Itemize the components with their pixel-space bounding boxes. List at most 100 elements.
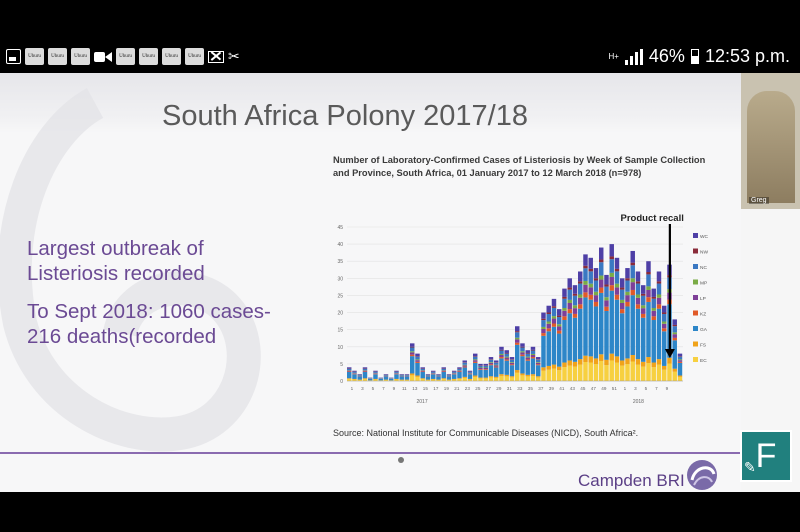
bar-segment-mp [641,305,646,309]
bar-segment-nc [399,374,404,376]
legend-swatch-nc [693,264,698,269]
bar-segment-ga [362,371,368,379]
bar-segment-ec [415,376,420,381]
bar-segment-ga [614,299,620,357]
participant-video-tile[interactable]: Greg [741,73,800,209]
bar-segment-kz [641,313,646,318]
bar-segment-lp [520,352,525,355]
app-notification-icon: Uhuru [139,48,158,65]
bar-segment-mp [630,278,635,283]
bar-segment-kz [520,354,525,357]
bar-segment-lp [499,354,504,358]
bar-segment-wc [536,357,541,360]
bar-segment-nc [541,320,546,327]
bar-segment-nc [609,259,614,273]
bar-segment-kz [462,366,467,368]
bar-segment-ga [499,358,504,375]
bar-segment-kz [457,371,462,372]
bar-segment-fs [462,376,467,378]
bar-segment-fs [567,360,572,366]
bar-segment-nw [651,296,656,299]
y-tick-label: 20 [337,311,343,317]
bar-segment-nw [609,256,614,260]
bar-segment-wc [347,367,352,369]
bar-segment-ec [551,368,557,381]
bar-segment-wc [399,374,404,375]
floating-f-button[interactable]: F ✎ [740,430,792,482]
bar-segment-ga [509,365,515,377]
bar-segment-wc [546,305,551,313]
bar-segment-fs [373,378,378,380]
bar-segment-ec [352,379,357,381]
bar-segment-lp [562,310,567,317]
bar-segment-nc [352,371,357,373]
bar-segment-mp [483,367,488,368]
legend-swatch-lp [693,295,698,300]
x-tick-label: 39 [549,386,555,391]
bar-segment-wc [541,312,546,319]
bar-segment-ec [410,375,415,381]
bar-segment-fs [352,378,357,380]
bar-segment-ec [541,370,546,381]
bar-segment-kz [583,292,588,298]
bar-segment-mp [635,294,641,298]
bar-segment-mp [662,321,667,324]
bar-segment-kz [651,316,656,321]
bar-segment-kz [499,357,504,359]
bar-segment-wc [457,367,462,369]
network-type-icon: H+ [608,52,619,61]
bar-segment-ga [478,369,483,378]
bar-segment-wc [373,370,378,372]
app-notification-icon: Uhuru [162,48,181,65]
bar-segment-fs [488,376,494,378]
legend-swatch-mp [693,279,698,285]
bar-segment-wc [467,370,473,372]
bar-segment-nc [394,371,399,373]
x-tick-label: 9 [666,386,669,391]
bar-segment-wc [572,285,578,294]
bar-segment-ec [473,376,478,381]
bar-segment-ec [530,375,536,381]
bar-segment-fs [525,374,530,377]
bar-segment-lp [635,297,641,305]
bar-segment-nw [641,293,646,296]
bar-segment-nw [530,349,536,351]
bar-segment-ga [383,376,389,380]
bar-segment-nw [473,356,478,357]
bar-segment-nw [604,284,609,287]
bar-segment-ga [504,360,509,375]
bar-segment-ga [525,360,530,375]
bar-segment-ec [483,378,488,381]
bar-segment-nc [473,356,478,360]
bar-segment-nw [541,318,546,321]
bar-segment-ga [373,374,378,379]
bar-segment-nc [567,289,572,300]
bar-segment-lp [614,287,620,295]
bar-segment-ec [347,378,352,381]
bar-segment-kz [614,294,620,300]
bar-segment-nc [431,371,436,373]
bar-segment-mp [530,353,536,355]
slide-indicator-dot[interactable] [398,457,404,463]
bar-segment-wc [420,367,425,369]
bar-segment-kz [630,289,635,296]
bar-segment-lp [509,362,515,365]
bar-segment-ec [588,362,593,381]
bar-segment-ga [630,295,635,355]
bar-segment-nc [462,362,467,365]
bar-segment-fs [504,374,509,377]
x-tick-label: 7 [655,386,658,391]
bar-segment-lp [494,365,499,367]
bar-segment-fs [656,359,662,365]
bar-segment-wc [599,247,604,260]
bar-segment-ga [672,340,677,369]
bar-segment-ga [467,374,473,379]
bar-segment-ec [425,379,431,381]
app-notification-icon: Uhuru [48,48,67,65]
bar-segment-nc [478,365,483,368]
bar-segment-wc [483,363,488,366]
bar-segment-nw [499,349,504,351]
bar-segment-fs [394,378,399,380]
bar-segment-ga [662,331,667,366]
bar-segment-lp [488,362,494,365]
